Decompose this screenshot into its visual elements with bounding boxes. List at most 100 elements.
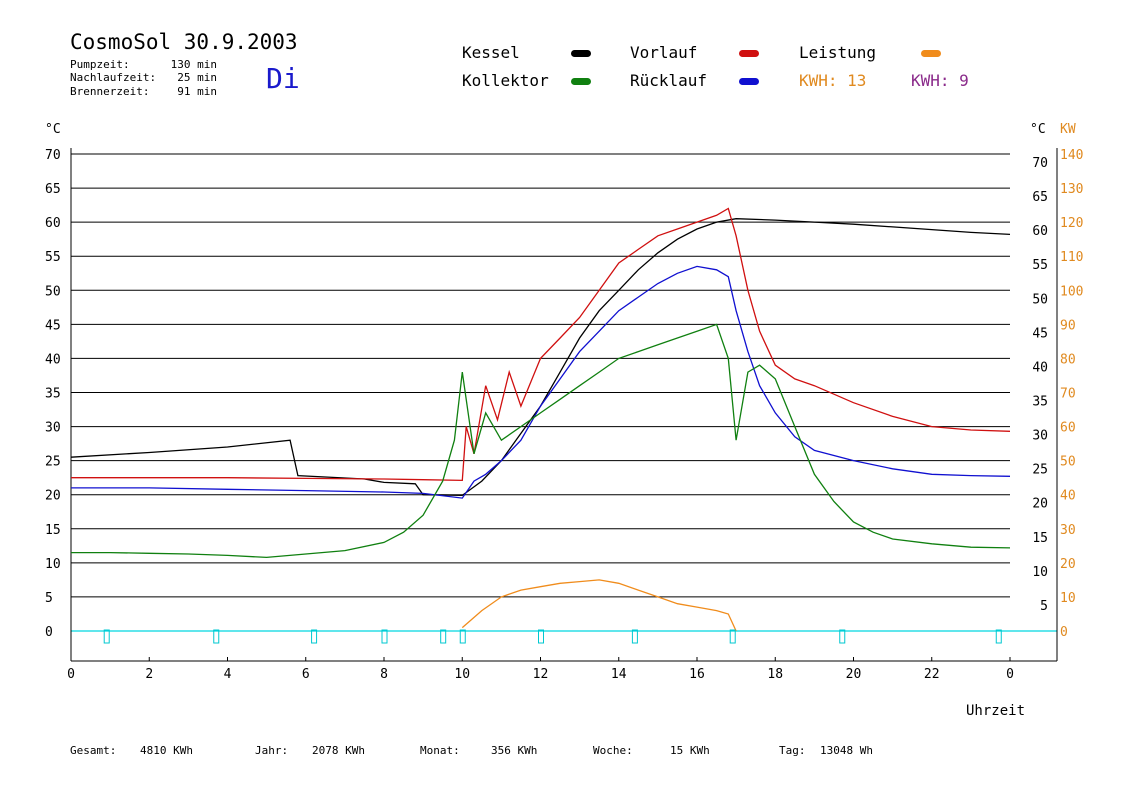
weekday-label: Di	[266, 62, 300, 95]
y-tick-left: 60	[45, 216, 61, 231]
x-tick: 22	[924, 667, 940, 682]
y-tick-right-temp: 45	[1032, 326, 1048, 341]
y-tick-right-temp: 55	[1032, 258, 1048, 273]
footer-monat-value: 356 KWh	[491, 744, 538, 757]
legend-kollektor-swatch	[571, 78, 591, 85]
y-tick-left: 55	[45, 250, 61, 265]
footer-jahr-value: 2078 KWh	[312, 744, 365, 757]
y-tick-left: 20	[45, 489, 61, 504]
x-tick: 18	[767, 667, 783, 682]
series-line-leistung	[461, 579, 737, 632]
y-tick-right-power: 20	[1060, 557, 1076, 572]
info-pumpzeit-value: 130 min	[170, 58, 217, 71]
y-tick-right-power: 120	[1060, 216, 1083, 231]
y-tick-right-temp: 50	[1032, 292, 1048, 307]
y-tick-left: 40	[45, 352, 61, 367]
x-axis-label: Uhrzeit	[966, 703, 1026, 719]
footer-woche-label: Woche:	[593, 744, 633, 757]
footer-tag-label: Tag:	[779, 744, 806, 757]
legend-vorlauf-label: Vorlauf	[630, 43, 698, 62]
info-brennerzeit: Brennerzeit: 91 min	[70, 85, 217, 98]
y-tick-right-power: 90	[1060, 318, 1076, 333]
legend-leistung-swatch	[921, 50, 941, 57]
legend-kwh-purple: KWH: 9	[911, 71, 969, 90]
zero-marker	[995, 629, 1002, 644]
legend-ruecklauf-label: Rücklauf	[630, 71, 708, 90]
x-tick: 12	[533, 667, 549, 682]
y-tick-right-power: 30	[1060, 523, 1076, 538]
series-line-kessel	[70, 218, 1011, 497]
y-tick-right-temp: 10	[1032, 565, 1048, 580]
zero-marker	[103, 629, 110, 644]
chart-grid	[71, 153, 1057, 632]
legend-kessel-label: Kessel	[462, 43, 520, 62]
info-nachlaufzeit-label: Nachlaufzeit:	[70, 71, 157, 84]
y-tick-right-power: 70	[1060, 387, 1076, 402]
zero-marker	[213, 629, 220, 644]
legend-kollektor-label: Kollektor	[462, 71, 549, 90]
y-tick-right-power: 50	[1060, 455, 1076, 470]
y-tick-right-power: 130	[1060, 182, 1083, 197]
y-tick-left: 10	[45, 557, 61, 572]
y-tick-right-temp: 70	[1032, 156, 1048, 171]
y-tick-left: 70	[45, 148, 61, 163]
y-tick-right-temp: 40	[1032, 360, 1048, 375]
y-tick-right-power: 0	[1060, 625, 1068, 640]
page-title: CosmoSol 30.9.2003	[70, 30, 298, 54]
zero-marker	[440, 629, 447, 644]
chart-axes	[70, 148, 1058, 662]
x-tick: 20	[846, 667, 862, 682]
y-tick-right-temp: 30	[1032, 429, 1048, 444]
y-tick-left: 65	[45, 182, 61, 197]
y-tick-right-temp: 25	[1032, 463, 1048, 478]
legend-kessel-swatch	[571, 50, 591, 57]
y-tick-left: 5	[45, 591, 53, 606]
y-tick-right-temp: 35	[1032, 395, 1048, 410]
legend-kwh-purple-value: 9	[959, 71, 969, 90]
y-tick-left: 15	[45, 523, 61, 538]
footer-monat-label: Monat:	[420, 744, 460, 757]
footer-woche-value: 15 KWh	[670, 744, 710, 757]
chart-series	[70, 207, 1011, 632]
chart-markers	[103, 629, 1002, 644]
y-tick-left: 35	[45, 387, 61, 402]
legend-kwh-orange-value: 13	[847, 71, 867, 90]
y-tick-right-power: 140	[1060, 148, 1083, 163]
zero-marker	[631, 629, 638, 644]
y-tick-right-power: 100	[1060, 284, 1083, 299]
zero-marker	[538, 629, 544, 644]
footer-gesamt-label: Gesamt:	[70, 744, 117, 757]
y-tick-right-power: 40	[1060, 489, 1076, 504]
series-line-kollektor	[71, 323, 1011, 559]
zero-marker	[459, 629, 466, 644]
legend-kwh-orange-label: KWH:	[799, 71, 838, 90]
x-tick: 0	[1006, 667, 1014, 682]
y-tick-right-power: 110	[1060, 250, 1083, 265]
y-tick-right-power: 80	[1060, 352, 1076, 367]
footer-tag-value: 13048 Wh	[820, 744, 873, 757]
series-line-rücklauf	[71, 265, 1011, 499]
info-nachlaufzeit: Nachlaufzeit: 25 min	[70, 71, 217, 84]
legend-kwh-purple-label: KWH:	[911, 71, 950, 90]
info-pumpzeit: Pumpzeit: 130 min	[70, 58, 217, 71]
y-tick-right-temp: 20	[1032, 497, 1048, 512]
y-axis-left-unit: °C	[45, 122, 61, 137]
x-tick: 0	[67, 667, 75, 682]
x-tick: 14	[611, 667, 627, 682]
legend-vorlauf-swatch	[739, 50, 759, 57]
y-tick-left: 0	[45, 625, 53, 640]
zero-marker	[839, 629, 846, 644]
legend-kwh-orange: KWH: 13	[799, 71, 866, 90]
y-tick-right-temp: 65	[1032, 190, 1048, 205]
zero-marker	[311, 629, 318, 644]
chart-ticks: 0510152025303540455055606570510152025303…	[45, 148, 1083, 682]
x-tick: 2	[145, 667, 153, 682]
x-tick: 4	[224, 667, 232, 682]
y-tick-right-power: 10	[1060, 591, 1076, 606]
footer-gesamt-value: 4810 KWh	[140, 744, 193, 757]
y-tick-right-temp: 5	[1040, 599, 1048, 614]
y-tick-right-temp: 15	[1032, 531, 1048, 546]
series-line-vorlauf	[71, 207, 1011, 482]
y-tick-left: 30	[45, 421, 61, 436]
